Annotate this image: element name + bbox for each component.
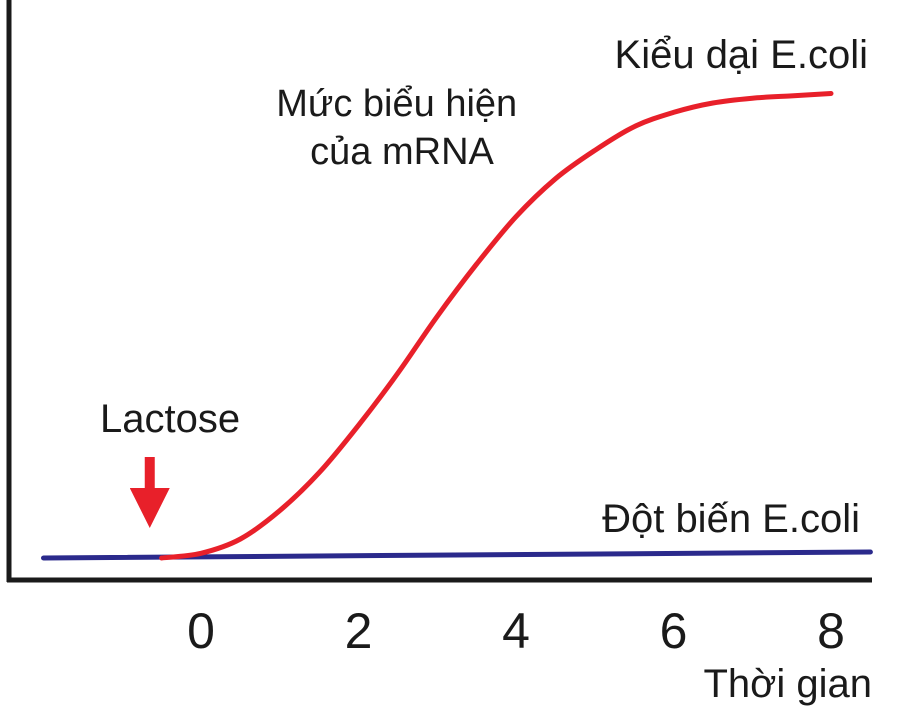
x-tick-label: 8	[817, 603, 845, 659]
y-axis-label-line-2: của mRNA	[310, 131, 494, 173]
y-axis-label: Mức biểu hiện của mRNA	[276, 83, 527, 173]
series-line-wild-type	[159, 91, 834, 561]
y-axis-label-line-1: Mức biểu hiện	[276, 83, 517, 125]
x-tick-label: 2	[345, 603, 373, 659]
x-tick-label: 0	[187, 603, 215, 659]
series-label-wild-type: Kiểu dại E.coli	[615, 33, 868, 77]
lactose-annotation: Lactose	[100, 397, 240, 441]
series-label-mutant: Đột biến E.coli	[602, 497, 860, 541]
x-tick-labels: 0 2 4 6 8	[187, 603, 845, 659]
x-tick-label: 4	[502, 603, 530, 659]
series-layer	[41, 91, 873, 561]
x-tick-label: 6	[660, 603, 688, 659]
x-axis-label: Thời gian	[703, 662, 872, 706]
